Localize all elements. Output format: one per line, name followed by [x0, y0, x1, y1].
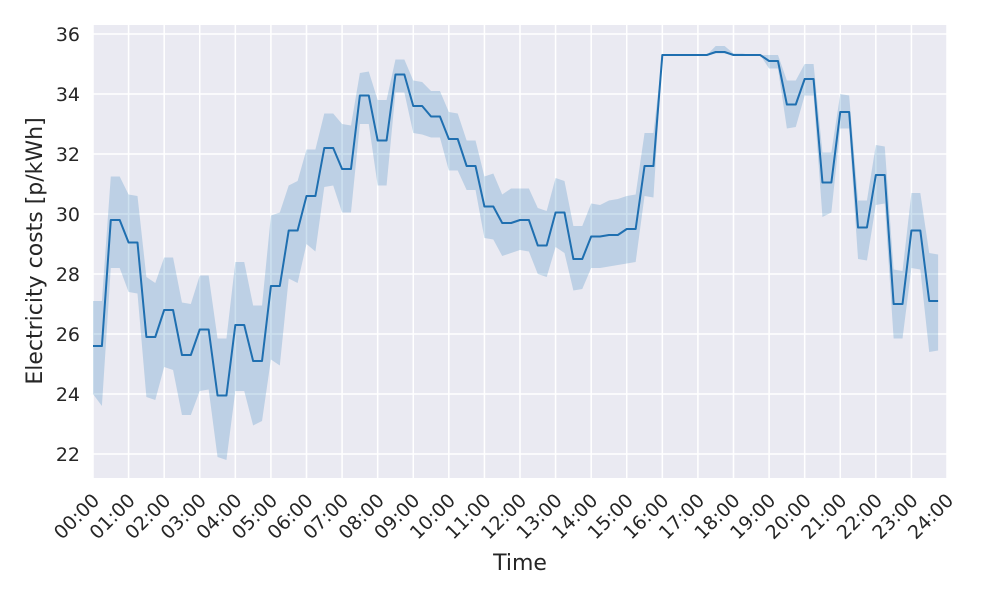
y-tick-label: 24 [56, 384, 80, 406]
y-tick-label: 28 [56, 264, 80, 286]
y-tick-label: 34 [56, 84, 80, 106]
y-tick-label: 30 [56, 204, 80, 226]
y-tick-label: 32 [56, 144, 80, 166]
x-axis-label: Time [492, 551, 547, 576]
y-axis-label: Electricity costs [p/kWh] [23, 117, 48, 384]
y-axis-ticks: 22 24 26 28 30 32 34 36 [56, 24, 80, 466]
y-tick-label: 22 [56, 444, 80, 466]
y-tick-label: 36 [56, 24, 80, 46]
grid-lines [92, 25, 948, 478]
y-tick-label: 26 [56, 324, 80, 346]
mean-cost-line [93, 51, 939, 397]
series-line-layer [93, 51, 939, 397]
x-axis-ticks: 00:0001:0002:0003:0004:0005:0006:0007:00… [50, 490, 958, 544]
